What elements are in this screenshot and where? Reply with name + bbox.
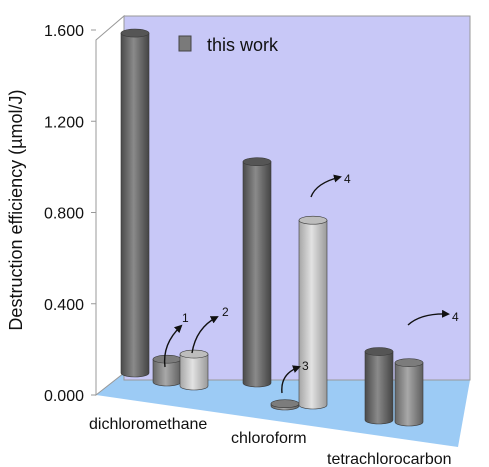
bar-body (298, 219, 328, 410)
bar-top (270, 399, 300, 409)
y-axis-label: Destruction efficiency (µmol/J) (6, 89, 26, 330)
bar-dichloromethane-ref-1 (152, 354, 182, 387)
y-tick-label: 0.000 (44, 388, 84, 405)
bar-dichloromethane-ref-2 (179, 349, 209, 391)
bar-body (394, 362, 424, 427)
y-tick-label: 1.600 (44, 23, 84, 40)
legend-label: this work (207, 35, 279, 55)
y-tick-label: 0.400 (44, 297, 84, 314)
category-labels: dichloromethane chloroform tetrachlorocarb… (89, 416, 452, 467)
annotation-arrow (191, 316, 219, 354)
category-label-dichloromethane: dichloromethane (89, 416, 207, 433)
annotation-ref-label: 4 (452, 310, 459, 324)
bar-body (179, 353, 209, 391)
annotation-ref-label: 2 (222, 305, 229, 319)
bar-tetrachlorocarbon-ref-4 (394, 358, 424, 427)
annotation-ref-label: 4 (344, 172, 351, 186)
bar-top (152, 354, 182, 364)
bar-top (394, 358, 424, 367)
bar-top (298, 215, 328, 225)
y-tick-label: 0.800 (44, 206, 84, 223)
y-tick-label: 1.200 (44, 114, 84, 131)
bar-top (242, 157, 272, 167)
annotation-ref-label: 3 (302, 359, 309, 373)
annotation-arrow (163, 324, 183, 368)
bar-top (364, 347, 394, 356)
bar-tetrachlorocarbon-this-work (364, 347, 394, 425)
bar-chloroform-ref-4 (298, 215, 328, 410)
bar-body (242, 161, 272, 388)
bar-top (120, 28, 150, 38)
bar-top (179, 349, 209, 359)
annotation-ref-label: 1 (182, 311, 189, 325)
annotations: 1 2 3 4 4 (163, 172, 459, 394)
legend-swatch (178, 35, 192, 52)
category-label-tetrachlorocarbon: tetrachlorocarbon (327, 451, 452, 467)
annotation-arrow (281, 365, 301, 394)
annotation-arrow (310, 174, 342, 198)
bars (120, 28, 424, 427)
y-axis-ticks: 0.000 0.400 0.800 1.200 1.600 (44, 23, 96, 405)
bar-chloroform-this-work (242, 157, 272, 388)
category-label-chloroform: chloroform (231, 430, 307, 447)
bar-body (120, 32, 150, 378)
annotation-arrow (407, 309, 450, 326)
bar-dichloromethane-this-work (120, 28, 150, 378)
bar-chloroform-ref-3 (270, 399, 300, 411)
back-wall (123, 15, 471, 381)
bar-body (364, 351, 394, 425)
side-wall (95, 14, 125, 397)
